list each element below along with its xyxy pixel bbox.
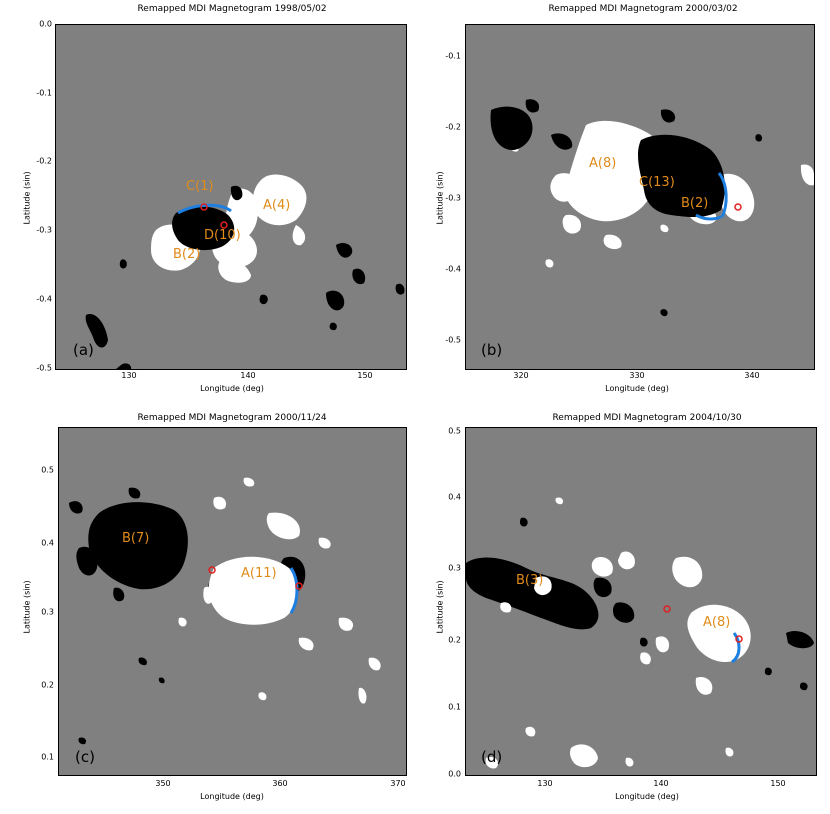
magnetogram-image [85,174,405,369]
panel-a: Remapped MDI Magnetogram 1998/05/02 Lati… [0,0,415,407]
y-tick: 0.4 [41,538,54,548]
x-axis-label: Longitude (deg) [615,792,679,801]
y-tick: 0.4 [448,492,461,502]
y-tick: -0.1 [445,51,461,61]
x-tick: 130 [537,779,553,788]
magnetogram-image [466,497,814,769]
x-tick: 130 [121,371,137,380]
x-tick: 330 [629,371,645,380]
y-tick: 0.3 [41,607,54,617]
y-tick: -0.5 [36,363,52,373]
region-label: C(1) [186,179,214,194]
y-axis-label: Latitude (sin) [435,580,445,634]
region-label: A(4) [263,198,291,213]
x-tick: 140 [240,371,256,380]
panel-title: Remapped MDI Magnetogram 1998/05/02 [137,4,327,14]
panel-letter: (a) [73,341,94,359]
y-tick: 0.1 [41,752,54,762]
magnetogram-image [490,99,814,317]
y-tick: 0.5 [448,426,461,436]
x-tick: 340 [744,371,760,380]
y-tick: 0.0 [39,19,52,29]
region-label: B(2) [681,196,709,211]
region-label: C(13) [639,175,675,190]
y-axis-label: Latitude (sin) [435,171,445,225]
panel-b: Remapped MDI Magnetogram 2000/03/02 Lati… [415,0,830,407]
panel-title: Remapped MDI Magnetogram 2000/11/24 [137,413,327,423]
y-tick: 0.2 [448,635,461,645]
y-tick: 0.1 [448,702,461,712]
y-tick: 0.5 [41,465,54,475]
panel-letter: (b) [481,341,503,359]
panel-letter: (d) [481,748,503,766]
y-tick: -0.2 [36,156,52,166]
panel-d: Remapped MDI Magnetogram 2004/10/30 Lati… [415,407,830,814]
magnetogram-plot: A(8) C(13) B(2) (b) [465,24,815,370]
region-label: B(3) [516,573,544,588]
x-axis-label: Longitude (deg) [605,384,669,393]
y-axis-label: Latitude (sin) [22,580,32,634]
x-tick: 360 [272,779,288,788]
x-tick: 150 [770,779,786,788]
x-tick: 320 [513,371,529,380]
y-tick: 0.3 [448,563,461,573]
region-label: B(2) [173,247,201,262]
region-label: A(11) [241,566,277,581]
y-tick: 0.0 [448,769,461,779]
y-tick: -0.5 [445,335,461,345]
panel-letter: (c) [75,748,95,766]
panel-c: Remapped MDI Magnetogram 2000/11/24 Lati… [0,407,415,814]
panel-title: Remapped MDI Magnetogram 2004/10/30 [552,413,742,423]
y-tick: -0.4 [445,264,461,274]
magnetogram-image [69,477,381,745]
y-tick: -0.1 [36,88,52,98]
region-label: A(8) [589,156,617,171]
region-label: A(8) [703,615,731,630]
x-tick: 370 [390,779,406,788]
magnetogram-plot: B(3) A(8) (d) [465,427,817,776]
x-tick: 150 [357,371,373,380]
magnetogram-plot: C(1) A(4) D(10) B(2) (a) [55,24,407,370]
panel-title: Remapped MDI Magnetogram 2000/03/02 [548,4,738,14]
y-tick: -0.3 [445,193,461,203]
y-tick: -0.2 [445,122,461,132]
x-tick: 140 [653,779,669,788]
region-label: D(10) [204,228,241,243]
region-label: B(7) [122,531,150,546]
x-axis-label: Longitude (deg) [200,384,264,393]
y-tick: 0.2 [41,680,54,690]
x-tick: 350 [155,779,171,788]
y-tick: -0.4 [36,294,52,304]
magnetogram-plot: B(7) A(11) (c) [58,427,407,776]
y-tick: -0.3 [36,225,52,235]
x-axis-label: Longitude (deg) [200,792,264,801]
